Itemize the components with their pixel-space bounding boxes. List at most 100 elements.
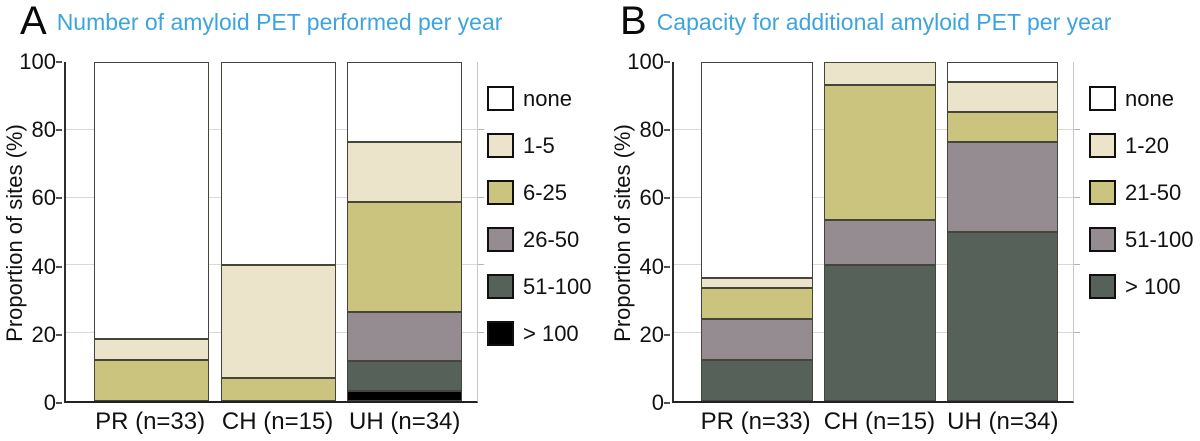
y-tick-mark-100 [56, 61, 62, 63]
y-tick-label-100: 100 [19, 49, 56, 74]
bar-segment-uh-21-50 [946, 111, 1059, 142]
legend-swatch-51-100 [1089, 227, 1116, 252]
legend-label: 1-5 [523, 132, 555, 158]
legend-label: > 100 [1125, 273, 1181, 299]
legend-swatch-21-50 [1089, 180, 1116, 205]
y-tick-mark-20 [664, 333, 670, 336]
panel-a-title: A Number of amyloid PET performed per ye… [20, 0, 502, 42]
bar-segment-uh-51-100 [346, 361, 462, 392]
y-tick-mark-40 [664, 265, 670, 268]
bar-segment-uh-none [946, 62, 1059, 83]
y-tick-label-80: 80 [31, 117, 56, 143]
y-tick-label-0: 0 [43, 390, 56, 415]
bar-segment-pr->100 [701, 359, 813, 401]
legend-swatch-none [487, 86, 514, 111]
bar-segment-pr-21-50 [701, 288, 813, 319]
panel-b: B Capacity for additional amyloid PET pe… [600, 0, 1200, 441]
legend-item-1-20: 1-20 [1089, 133, 1200, 158]
legend-label: none [1125, 85, 1174, 111]
y-tick-label-60: 60 [31, 185, 56, 211]
panel-a: A Number of amyloid PET performed per ye… [2, 0, 592, 439]
right-tick-60 [478, 196, 484, 198]
legend-item-none: none [487, 86, 605, 111]
legend-item->100: > 100 [487, 321, 605, 346]
bar-segment-pr-51-100 [701, 318, 813, 360]
y-tick-mark-100 [664, 61, 670, 63]
legend-item-26-50: 26-50 [487, 227, 605, 252]
bar-segment-ch-1-5 [220, 265, 336, 379]
legend-item->100: > 100 [1089, 274, 1200, 299]
legend-label: 1-20 [1125, 132, 1170, 158]
y-tick-label-20: 20 [31, 321, 56, 347]
bar-segment-pr-1-5 [93, 339, 210, 360]
legend-item-51-100: 51-100 [1089, 227, 1200, 252]
panel-a-legend: none 1-5 6-25 26-50 51-100 > 100 [487, 86, 605, 368]
y-tick-label-40: 40 [639, 253, 664, 279]
bar-segment-ch-51-100 [824, 220, 936, 266]
bar-segment-uh->100 [946, 231, 1059, 401]
legend-label: 51-100 [1125, 226, 1194, 252]
panel-a-title-text: Number of amyloid PET performed per year [56, 9, 503, 35]
bar-segment-uh-26-50 [346, 311, 462, 362]
panel-b-legend: none 1-20 21-50 51-100 > 100 [1089, 86, 1200, 321]
legend-item-6-25: 6-25 [487, 180, 605, 205]
bar-segment-ch-1-20 [824, 62, 936, 85]
y-tick-mark-60 [664, 197, 670, 200]
legend-label: 21-50 [1125, 179, 1182, 205]
y-tick-label-80: 80 [639, 117, 664, 143]
bar-segment-ch-21-50 [824, 84, 936, 221]
panel-a-x-axis: PR (n=33) CH (n=15) UH (n=34) [64, 407, 478, 439]
x-label-pr: PR (n=33) [700, 408, 811, 435]
right-tick-40 [478, 264, 484, 266]
bar-segment-pr-none [701, 62, 813, 278]
x-label-ch: CH (n=15) [221, 408, 334, 435]
bar-segment-pr-1-20 [701, 277, 813, 289]
y-tick-label-100: 100 [627, 49, 664, 74]
legend-swatch->100 [1089, 274, 1116, 299]
panel-b-title: B Capacity for additional amyloid PET pe… [620, 0, 1111, 42]
legend-item-none: none [1089, 86, 1200, 111]
legend-swatch->100 [487, 321, 514, 346]
legend-label: 6-25 [523, 179, 568, 205]
panel-a-plot-area [64, 62, 484, 403]
panel-a-letter: A [20, 0, 47, 43]
legend-label: 51-100 [523, 273, 592, 299]
x-label-uh: UH (n=34) [947, 408, 1059, 435]
bar-segment-pr-none [93, 62, 210, 340]
panel-b-title-text: Capacity for additional amyloid PET per … [656, 9, 1112, 35]
y-tick-mark-0 [664, 402, 670, 404]
legend-swatch-26-50 [487, 227, 514, 252]
panel-b-x-axis: PR (n=33) CH (n=15) UH (n=34) [672, 407, 1074, 439]
y-tick-mark-80 [664, 129, 670, 132]
x-label-uh: UH (n=34) [349, 408, 461, 435]
legend-label: none [523, 85, 572, 111]
legend-label: > 100 [523, 320, 579, 346]
right-tick-20 [1074, 332, 1080, 334]
bar-segment-uh-none [346, 62, 462, 143]
y-tick-mark-20 [56, 333, 62, 336]
bar-segment-pr-6-25 [93, 359, 210, 401]
y-tick-mark-40 [56, 265, 62, 268]
bar-segment-ch-none [220, 62, 336, 266]
legend-swatch-6-25 [487, 180, 514, 205]
y-tick-label-40: 40 [31, 253, 56, 279]
y-tick-mark-60 [56, 197, 62, 200]
bar-segment-uh->100 [346, 391, 462, 401]
legend-swatch-51-100 [487, 274, 514, 299]
y-tick-label-20: 20 [639, 321, 664, 347]
panel-b-plot-area [672, 62, 1080, 403]
legend-label: 26-50 [523, 226, 580, 252]
y-tick-mark-0 [56, 402, 62, 404]
legend-item-51-100: 51-100 [487, 274, 605, 299]
right-tick-40 [1074, 264, 1080, 266]
legend-swatch-none [1089, 86, 1116, 111]
y-tick-label-0: 0 [651, 390, 664, 415]
y-tick-mark-80 [56, 129, 62, 132]
bar-segment-uh-1-5 [346, 142, 462, 202]
panel-b-y-axis: 0 20 40 60 80 100 [626, 50, 670, 415]
legend-item-21-50: 21-50 [1089, 180, 1200, 205]
legend-swatch-1-5 [487, 133, 514, 158]
right-tick-60 [1074, 196, 1080, 198]
x-label-pr: PR (n=33) [95, 408, 206, 435]
